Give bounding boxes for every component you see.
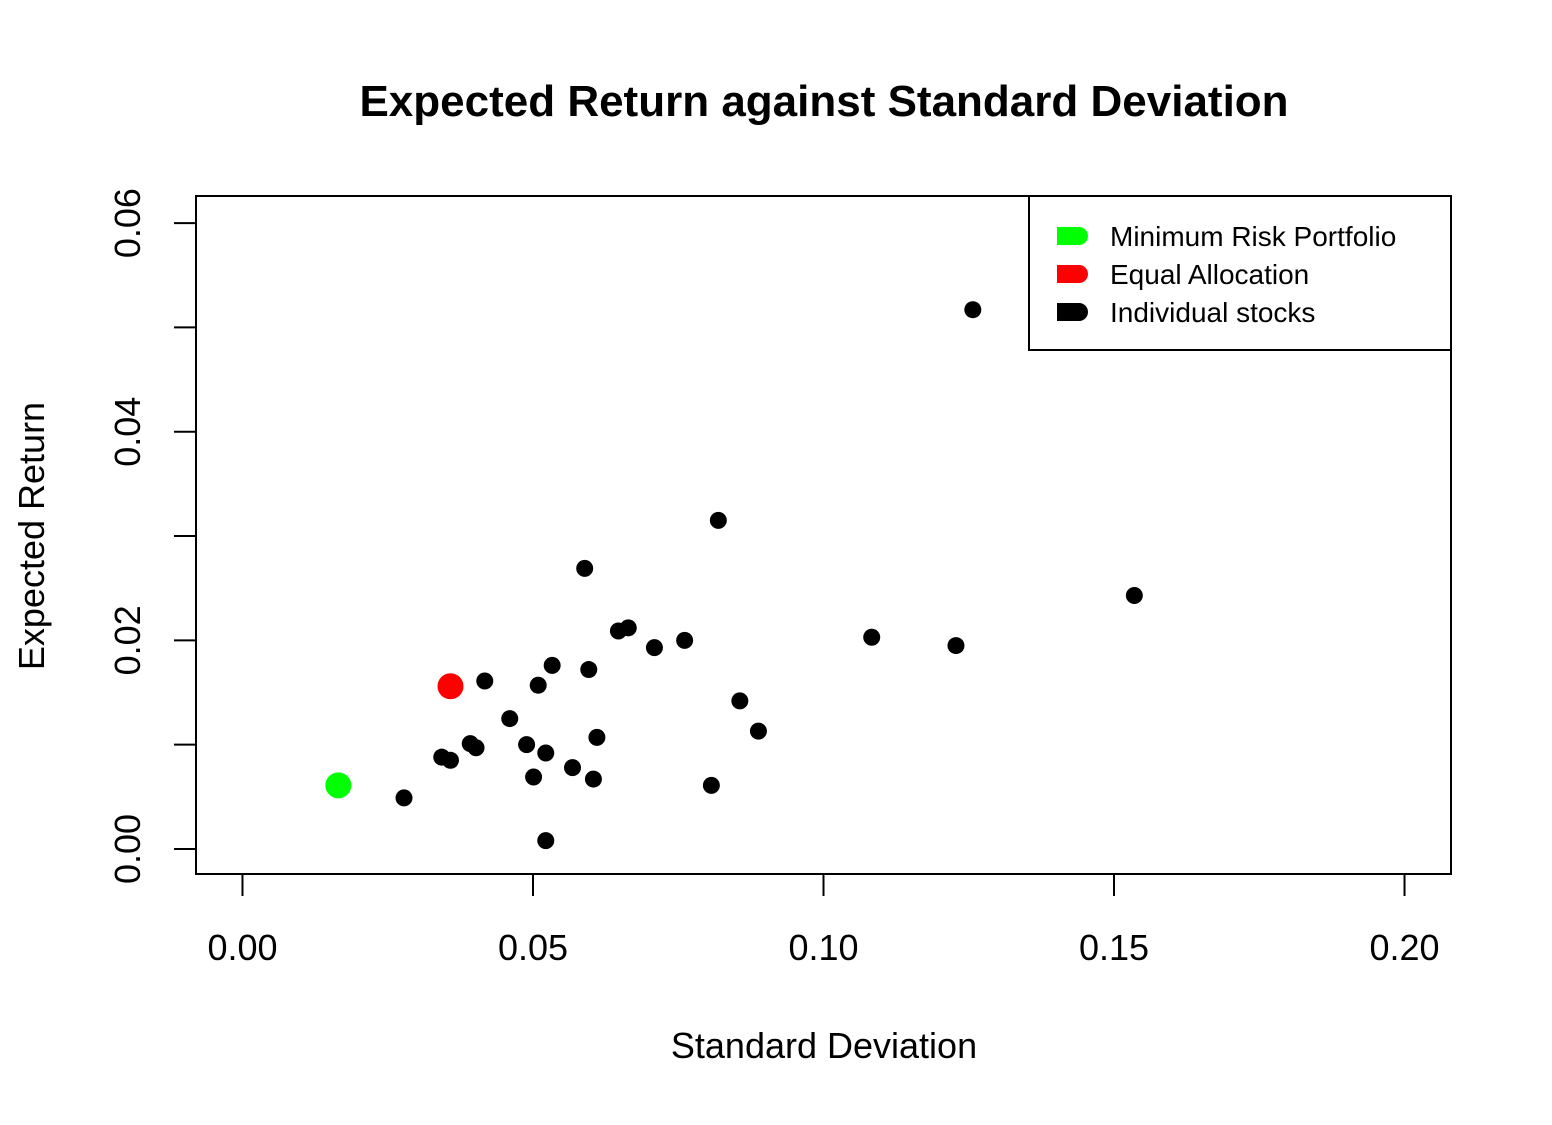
x-axis-label: Standard Deviation — [671, 1025, 977, 1066]
x-axis: 0.00 0.05 0.10 0.15 0.20 — [207, 873, 1440, 968]
x-tick-label: 0.00 — [207, 927, 277, 968]
legend-label: Equal Allocation — [1110, 259, 1309, 290]
individual-stocks-point — [709, 511, 727, 529]
legend-symbol — [1057, 227, 1088, 245]
individual-stocks-point — [395, 789, 413, 807]
individual-stocks-point — [964, 301, 982, 319]
individual-stocks-point — [580, 661, 598, 679]
y-tick-label: 0.04 — [107, 397, 148, 467]
individual-stocks-point — [441, 751, 459, 769]
individual-stocks-point — [863, 628, 881, 646]
x-tick-label: 0.10 — [788, 927, 858, 968]
y-tick-label: 0.00 — [107, 814, 148, 884]
x-tick-label: 0.05 — [498, 927, 568, 968]
legend-symbol — [1057, 265, 1088, 283]
x-tick-label: 0.15 — [1079, 927, 1149, 968]
individual-stocks-point — [749, 722, 767, 740]
individual-stocks-point — [702, 776, 720, 794]
individual-stocks-point — [537, 744, 555, 762]
legend-label: Minimum Risk Portfolio — [1110, 221, 1396, 252]
individual-stocks-point — [645, 639, 663, 657]
individual-stocks-point — [584, 770, 602, 788]
legend-symbol — [1057, 303, 1088, 321]
data-points — [325, 301, 1143, 850]
individual-stocks-point — [609, 622, 627, 640]
individual-stocks-point — [947, 637, 965, 655]
individual-stocks-point — [576, 559, 594, 577]
minimum-risk-portfolio-point — [325, 772, 352, 799]
y-axis-label: Expected Return — [11, 402, 52, 670]
individual-stocks-point — [525, 768, 543, 786]
individual-stocks-point — [543, 656, 561, 674]
y-tick-label: 0.06 — [107, 188, 148, 258]
individual-stocks-point — [676, 631, 694, 649]
individual-stocks-point — [1125, 586, 1143, 604]
individual-stocks-point — [537, 832, 555, 850]
individual-stocks-point — [529, 676, 547, 694]
individual-stocks-point — [476, 672, 494, 690]
y-tick-label: 0.02 — [107, 605, 148, 675]
individual-stocks-point — [518, 736, 536, 754]
legend-box — [1028, 195, 1452, 351]
x-tick-label: 0.20 — [1369, 927, 1439, 968]
individual-stocks-point — [564, 759, 581, 777]
individual-stocks-point — [731, 692, 749, 710]
legend: Minimum Risk Portfolio Equal Allocation In… — [1028, 195, 1452, 351]
chart-title: Expected Return against Standard Deviati… — [359, 77, 1288, 126]
y-axis: 0.00 0.02 0.04 0.06 — [107, 188, 197, 884]
individual-stocks-point — [467, 739, 485, 757]
legend-dot — [1070, 265, 1088, 283]
equal-allocation-point — [437, 673, 464, 700]
individual-stocks-point — [588, 728, 606, 746]
legend-dot — [1070, 303, 1088, 321]
individual-stocks-point — [501, 710, 519, 728]
legend-label: Individual stocks — [1110, 297, 1315, 328]
legend-dot — [1070, 227, 1088, 245]
